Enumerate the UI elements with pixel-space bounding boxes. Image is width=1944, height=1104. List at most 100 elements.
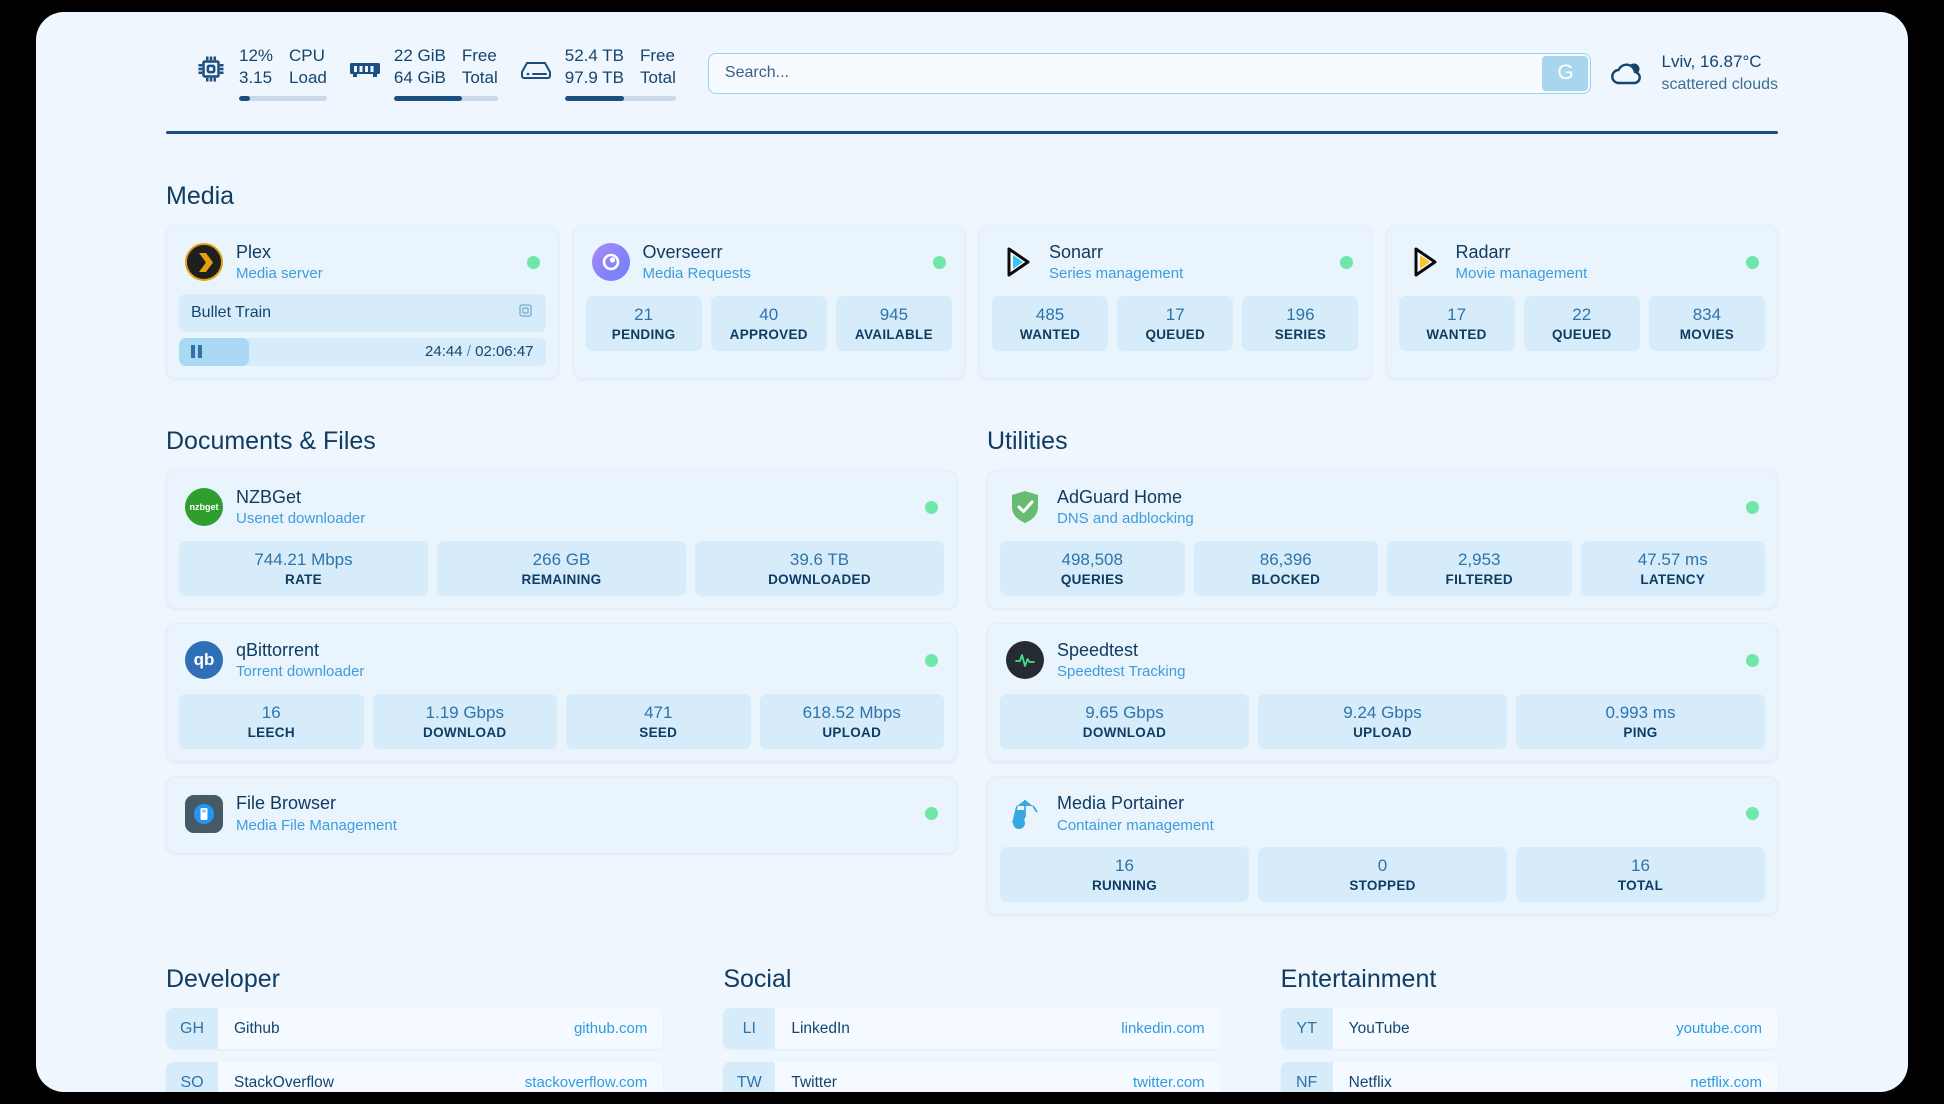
bookmark-group-title: Entertainment [1280,965,1437,994]
bookmark-netflix[interactable]: NF Netflix netflix.com [1280,1062,1778,1092]
storage-total-value: 97.9 TB [564,68,624,87]
stat-label: WANTED [1019,327,1081,343]
bookmark-abbr: YT [1280,1008,1333,1050]
card-plex[interactable]: Plex Media server Bullet Train [166,225,559,379]
bookmark-group-title: Developer [166,965,280,994]
bookmark-name: Netflix [1348,1073,1392,1091]
stat-ping: 0.993 ms PING [1516,693,1765,750]
stat-value: 9.24 Gbps [1343,702,1422,722]
bookmark-youtube[interactable]: YT YouTube youtube.com [1280,1008,1778,1050]
stat-value: 485 [1035,304,1065,324]
stat-value: 744.21 Mbps [254,549,353,569]
cloud-icon [1609,58,1647,88]
now-playing-progress[interactable]: 24:44 / 02:06:47 [179,337,546,366]
status-badge [1339,255,1353,269]
stat-value: 196 [1286,304,1315,324]
stat-download: 9.65 Gbps DOWNLOAD [1000,693,1249,750]
sonarr-logo [998,243,1036,281]
stat-running: 16 RUNNING [1000,847,1249,903]
stat-leech: 16 LEECH [179,693,364,750]
overseerr-logo [591,243,630,282]
bookmark-name: YouTube [1348,1019,1410,1037]
stat-value: 0.993 ms [1605,702,1676,722]
card-nzbget[interactable]: nzbget NZBGet Usenet downloader 744.21 M… [166,469,957,610]
stat-value: 16 [1115,856,1134,876]
bookmark-abbr: NF [1280,1062,1333,1092]
storage-free-value: 52.4 TB [564,46,624,66]
bookmark-url: github.com [573,1020,648,1038]
stat-pending: 21 PENDING [585,295,702,352]
stat-approved: 40 APPROVED [710,295,827,352]
stat-value: 834 [1692,304,1722,324]
stat-label: LATENCY [1640,572,1706,588]
google-search-button[interactable]: G [1542,55,1589,91]
stat-label: REMAINING [521,572,602,588]
stat-value: 9.65 Gbps [1085,702,1164,722]
bookmark-url: linkedin.com [1121,1020,1205,1038]
bookmark-group-social: Social LI LinkedIn linkedin.com TW Twitt… [723,965,1221,1092]
card-subtitle: Media Requests [642,265,751,283]
card-subtitle: Container management [1057,816,1214,834]
bookmark-twitter[interactable]: TW Twitter twitter.com [723,1062,1221,1092]
bookmark-name: Github [234,1019,280,1037]
card-overseerr[interactable]: Overseerr Media Requests 21 PENDING 40 A… [572,225,965,379]
status-badge [933,255,946,269]
bookmark-github[interactable]: GH Github github.com [166,1008,664,1050]
bookmark-url: youtube.com [1676,1020,1762,1038]
card-radarr[interactable]: Radarr Movie management 17 WANTED 22 QUE… [1385,225,1778,379]
card-title: Media Portainer [1057,793,1185,814]
stat-value: 40 [759,304,779,324]
bookmark-group-entertainment: Entertainment YT YouTube youtube.com NF … [1280,965,1778,1092]
stat-value: 86,396 [1259,549,1312,569]
header-stat-storage: 52.4 TB 97.9 TB Free Total [520,45,676,101]
bookmark-abbr: LI [723,1008,776,1050]
stat-remaining: 266 GB REMAINING [437,540,686,597]
card-adguard-home[interactable]: AdGuard Home DNS and adblocking 498,508 … [987,469,1778,610]
stat-value: 16 [1631,856,1650,876]
stat-value: 498,508 [1061,549,1123,569]
card-qbittorrent[interactable]: qb qBittorrent Torrent downloader 16 LEE… [166,623,957,763]
card-title: AdGuard Home [1057,486,1183,507]
bookmark-linkedin[interactable]: LI LinkedIn linkedin.com [723,1008,1221,1050]
pause-icon[interactable] [191,345,202,359]
stat-stopped: 0 STOPPED [1258,847,1507,903]
bookmark-abbr: SO [166,1062,218,1092]
card-subtitle: Usenet downloader [236,510,366,528]
stat-value: 1.19 Gbps [425,702,504,722]
card-sonarr[interactable]: Sonarr Series management 485 WANTED 17 Q… [979,225,1372,379]
cpu-chip-icon [196,45,226,93]
stat-wanted: 17 WANTED [1398,295,1515,352]
stat-label: AVAILABLE [854,327,933,343]
card-subtitle: Series management [1049,265,1184,283]
card-title: File Browser [236,793,337,814]
now-playing-title: Bullet Train [191,303,272,321]
stat-movies: 834 MOVIES [1648,295,1765,352]
memory-ram-icon [349,45,381,93]
bookmark-stackoverflow[interactable]: SO StackOverflow stackoverflow.com [166,1062,664,1092]
bookmark-abbr: TW [723,1062,776,1092]
section-documents: Documents & Files nzbget NZBGet Usenet d… [166,379,957,915]
dashboard-window: 12% 3.15 CPU Load [36,12,1908,1092]
adguard-logo [1006,488,1044,526]
stat-upload: 618.52 Mbps UPLOAD [759,693,944,750]
stat-label: BLOCKED [1251,572,1321,588]
section-utilities: Utilities AdGuard Home DNS and adblockin… [987,379,1778,916]
card-media-portainer[interactable]: Media Portainer Container management 16 … [987,776,1778,916]
status-badge [1746,255,1759,269]
card-speedtest[interactable]: Speedtest Speedtest Tracking 9.65 Gbps D… [987,623,1778,763]
stat-downloaded: 39.6 TB DOWNLOADED [695,540,944,597]
card-file-browser[interactable]: File Browser Media File Management [166,776,957,855]
stat-latency: 47.57 ms LATENCY [1580,540,1765,597]
storage-label-top: Free [640,46,675,66]
weather-widget[interactable]: Lviv, 16.87°C scattered clouds [1609,51,1778,95]
search-input[interactable] [708,53,1541,93]
card-subtitle: Media server [236,265,323,283]
stat-total: 16 TOTAL [1516,847,1765,903]
card-title: Plex [236,242,272,262]
nzbget-logo: nzbget [185,488,223,527]
card-title: Speedtest [1057,640,1139,661]
card-title: NZBGet [236,486,302,507]
stat-label: STOPPED [1349,878,1416,894]
card-subtitle: DNS and adblocking [1057,510,1194,528]
bookmark-name: Twitter [791,1073,837,1091]
